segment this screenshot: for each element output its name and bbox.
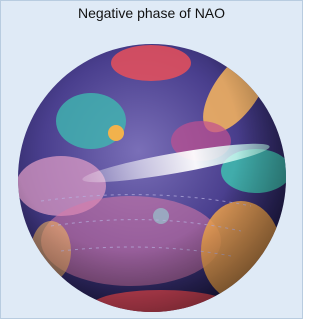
figure-panel: Negative phase of NAO [0,0,303,319]
figure-title: Negative phase of NAO [1,5,302,21]
globe-illustration [1,1,302,318]
